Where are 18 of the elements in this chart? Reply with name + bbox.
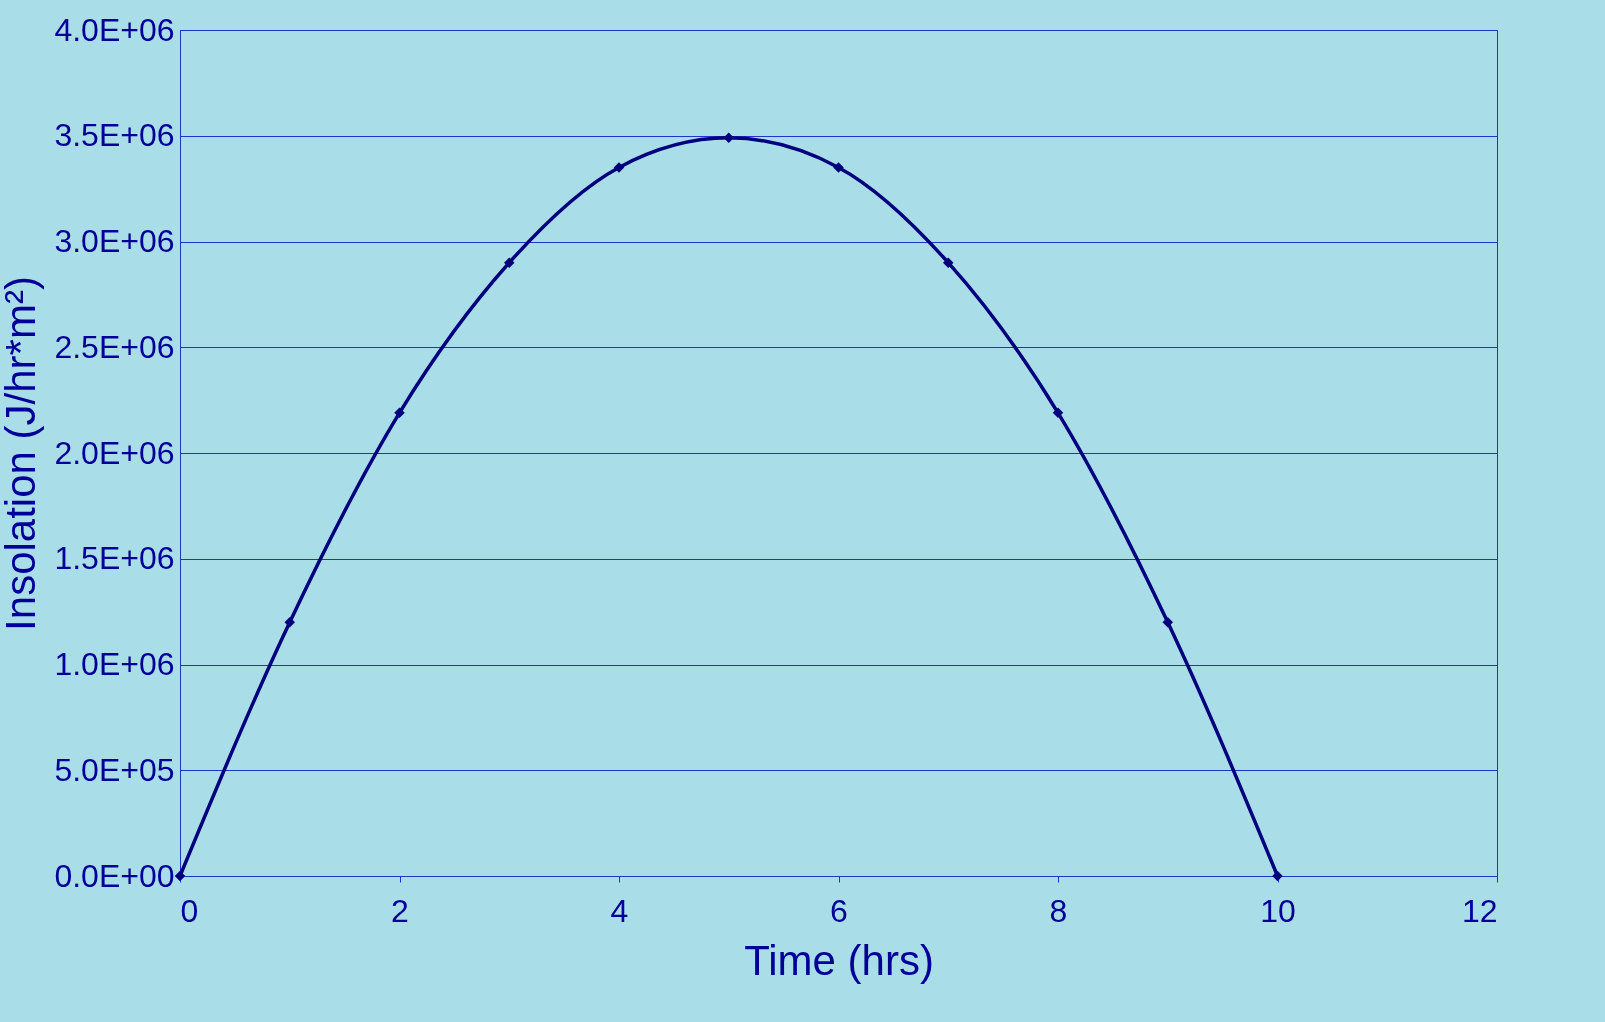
x-tick-label: 12 [1461,892,1498,929]
x-tick-label: 0 [180,892,199,929]
y-tick-label: 2.5E+06 [54,328,175,365]
y-tick-label: 3.0E+06 [54,223,175,259]
x-tick-label: 2 [391,892,409,929]
x-tick-label: 10 [1260,892,1296,929]
y-tick-label: 0.0E+00 [54,857,175,894]
y-tick-label: 4.0E+06 [54,11,175,48]
y-tick-label: 1.0E+06 [54,646,175,682]
y-tick-label: 2.0E+06 [54,434,175,471]
x-tick-label: 4 [610,892,629,929]
x-tick-label: 6 [830,892,848,929]
y-tick-label: 1.5E+06 [54,540,175,577]
x-tick-label: 8 [1049,892,1068,929]
y-axis-title: Insolation (J/hr*m²) [0,276,45,631]
y-tick-label: 5.0E+05 [54,751,175,788]
x-axis-title: Time (hrs) [744,936,934,984]
y-tick-label: 3.5E+06 [54,117,175,154]
